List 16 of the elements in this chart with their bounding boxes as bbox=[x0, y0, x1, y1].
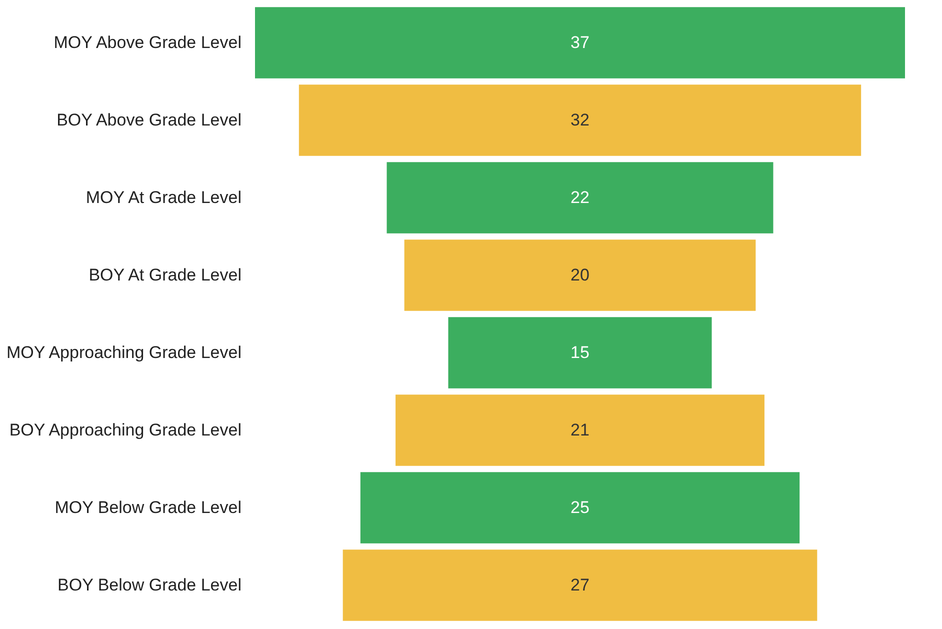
data-label: 15 bbox=[570, 342, 590, 362]
category-label: MOY Above Grade Level bbox=[54, 32, 242, 52]
data-label: 21 bbox=[570, 420, 590, 440]
data-label: 25 bbox=[570, 498, 590, 517]
category-label: BOY Approaching Grade Level bbox=[9, 420, 242, 440]
data-label: 37 bbox=[570, 32, 590, 52]
data-label: 27 bbox=[570, 575, 590, 594]
data-label: 22 bbox=[570, 188, 590, 207]
category-label: BOY Above Grade Level bbox=[56, 110, 242, 130]
data-label: 20 bbox=[570, 265, 590, 284]
category-label: MOY Below Grade Level bbox=[54, 498, 242, 517]
category-label: MOY Approaching Grade Level bbox=[6, 342, 242, 362]
data-label: 32 bbox=[570, 110, 590, 130]
category-label: MOY At Grade Level bbox=[86, 188, 242, 207]
category-label: BOY Below Grade Level bbox=[58, 575, 242, 594]
category-label: BOY At Grade Level bbox=[88, 265, 242, 284]
